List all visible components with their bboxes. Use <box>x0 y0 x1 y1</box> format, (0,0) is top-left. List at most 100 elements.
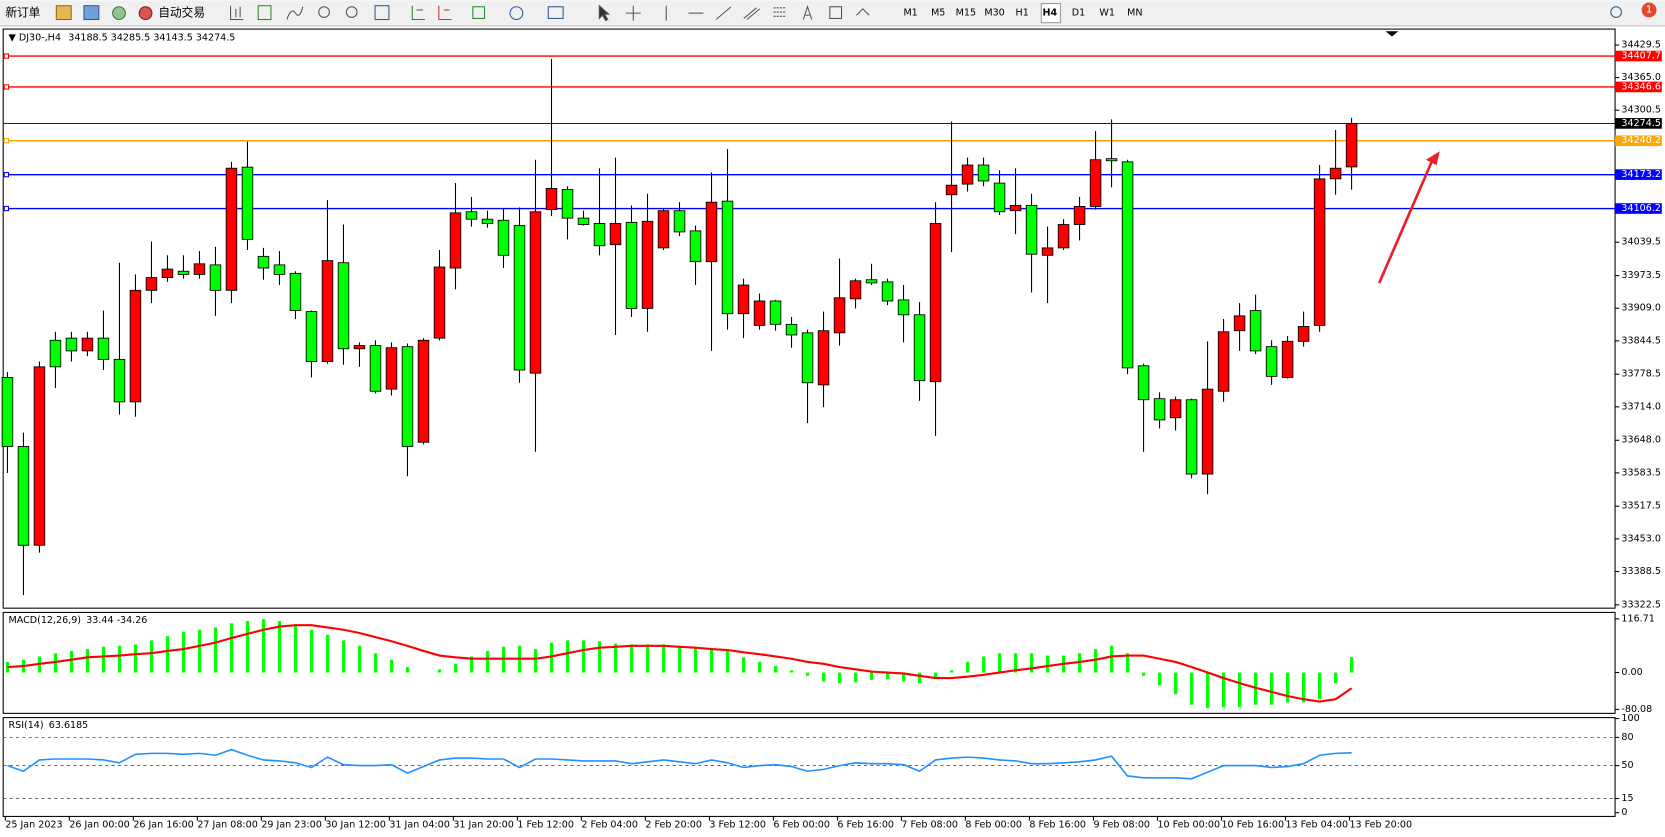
y-tick-label: 33453.0 <box>1621 533 1660 544</box>
x-tick-label: 3 Feb 12:00 <box>709 819 766 830</box>
candle-body <box>769 300 782 325</box>
toolbar <box>0 0 1665 26</box>
icon[interactable] <box>374 5 390 21</box>
candle-body <box>337 262 350 350</box>
y-tick-label: 50 <box>1621 760 1633 771</box>
x-tick-label: 9 Feb 08:00 <box>1093 819 1150 830</box>
icon[interactable] <box>773 7 787 17</box>
candle-body <box>1057 224 1070 249</box>
icon[interactable] <box>802 5 813 20</box>
candle-body <box>1233 315 1246 332</box>
candle-body <box>33 366 46 546</box>
signal-line <box>7 624 1353 703</box>
icon[interactable] <box>286 6 304 20</box>
price-level-anchor <box>3 205 10 212</box>
candle-body <box>961 164 974 185</box>
candle-body <box>289 272 302 311</box>
candle-body <box>1169 399 1182 419</box>
y-tick-label: 33648.0 <box>1621 435 1660 446</box>
auto-trading-icon[interactable] <box>138 6 153 21</box>
rsi-title: RSI(14) <box>9 720 44 731</box>
x-tick-label: 6 Feb 16:00 <box>837 819 894 830</box>
x-tick-label: 2 Feb 04:00 <box>581 819 638 830</box>
timeframe-button[interactable]: W1 <box>1099 8 1115 19</box>
signal-value: -34.26 <box>117 614 148 625</box>
candle-body <box>433 266 446 339</box>
icon[interactable] <box>411 5 426 21</box>
search-icon[interactable] <box>1610 6 1622 18</box>
icon[interactable] <box>829 6 843 19</box>
candle-body <box>945 184 958 196</box>
candle-body <box>225 167 238 291</box>
new-order-button[interactable]: 新订单 <box>5 6 40 20</box>
icon[interactable] <box>715 6 732 20</box>
icon[interactable] <box>598 4 611 22</box>
candle-body <box>81 337 94 352</box>
candle-body <box>657 210 670 249</box>
icon[interactable] <box>345 6 358 18</box>
icon[interactable] <box>856 8 870 16</box>
candle-body <box>1345 122 1358 168</box>
y-tick-label: 34365.0 <box>1621 72 1660 83</box>
icon[interactable] <box>83 5 100 21</box>
timeframe-button[interactable]: M5 <box>931 8 945 19</box>
low: 34143.5 <box>153 32 192 43</box>
price-level-label: 34407.7 <box>1621 51 1660 62</box>
y-tick-label: 33844.5 <box>1621 335 1660 346</box>
candle-body <box>465 211 478 220</box>
candle-body <box>1121 161 1134 369</box>
y-tick-label: -80.08 <box>1621 704 1652 715</box>
candle-body <box>385 347 398 390</box>
timeframe-button[interactable]: M30 <box>984 8 1004 19</box>
timeframe-button[interactable]: H4 <box>1042 8 1057 19</box>
icon[interactable] <box>438 5 452 21</box>
candle-body <box>801 332 814 384</box>
candle-body <box>113 358 126 403</box>
y-tick-label: 0 <box>1621 807 1627 818</box>
price-level-tag <box>1615 81 1662 93</box>
plot: 34429.5 34365.0 34300.5 34039.5 33973.5 33909… <box>1 40 1662 830</box>
price-level-label: 34346.6 <box>1621 81 1660 92</box>
icon[interactable] <box>743 7 761 20</box>
macd-panel <box>2 611 1616 714</box>
icon[interactable] <box>230 5 244 21</box>
chart-header: ▼ DJ30-,H4 34188.5 34285.5 34143.5 34274… <box>9 32 236 43</box>
price-level-label: 34240.2 <box>1621 135 1660 146</box>
high: 34285.5 <box>111 32 150 43</box>
candle-body <box>1297 326 1310 342</box>
icon[interactable] <box>547 6 564 19</box>
icon[interactable] <box>257 5 272 21</box>
auto-trading-button[interactable]: 自动交易 <box>158 6 205 20</box>
icon[interactable] <box>509 6 524 21</box>
x-tick-label: 30 Jan 12:00 <box>325 819 385 830</box>
price-level-tag <box>1615 135 1662 147</box>
macd-title: MACD(12,26,9) <box>9 614 82 625</box>
candle-body <box>481 218 494 224</box>
y-tick-label: 15 <box>1621 793 1633 804</box>
timeframe-button[interactable]: M1 <box>903 8 917 19</box>
candle-body <box>177 270 190 275</box>
candle-body <box>993 182 1006 213</box>
icon[interactable] <box>625 5 641 21</box>
candle-body <box>721 200 734 315</box>
icon[interactable] <box>318 6 330 18</box>
timeframe-button[interactable]: MN <box>1127 8 1142 19</box>
icon[interactable] <box>472 6 486 19</box>
candle-body <box>913 314 926 382</box>
timeframe-button[interactable]: M15 <box>956 8 976 19</box>
timeframe-button[interactable]: D1 <box>1072 8 1085 19</box>
macd-value: 33.44 <box>86 614 113 625</box>
icon[interactable] <box>55 5 72 21</box>
price-level-anchor <box>3 138 10 144</box>
candle-body <box>561 189 574 219</box>
candle-body <box>1153 398 1166 421</box>
main-panel <box>2 28 1616 609</box>
icon[interactable] <box>112 6 126 21</box>
notification-badge[interactable] <box>1641 2 1657 18</box>
candle-body <box>1185 399 1198 475</box>
timeframe-button[interactable]: H1 <box>1016 8 1029 19</box>
candle-body <box>689 230 702 263</box>
y-tick-label: 80 <box>1621 732 1633 743</box>
candle-body <box>897 299 910 316</box>
candle-body <box>449 212 462 269</box>
